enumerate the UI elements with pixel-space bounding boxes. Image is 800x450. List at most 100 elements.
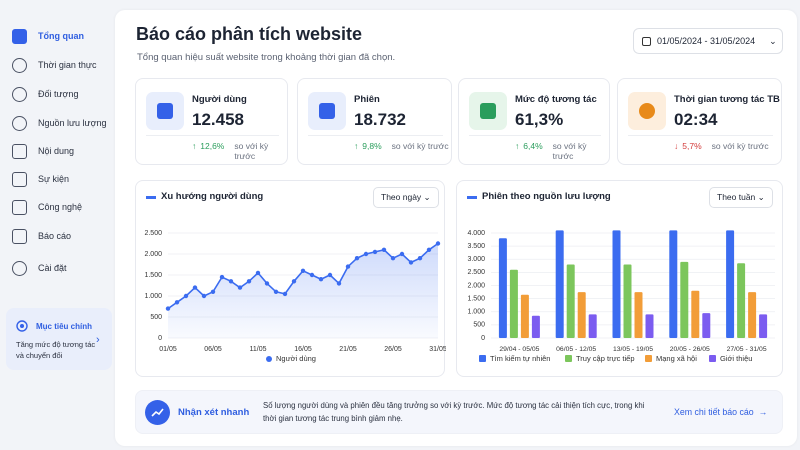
point: [390, 256, 396, 261]
kpi-change: 12,6%: [200, 141, 225, 151]
point: [435, 241, 441, 246]
nav-label: Nguồn lưu lượng: [38, 118, 107, 128]
dropdown[interactable]: Theo tuần ⌄: [709, 187, 773, 208]
y-tick-label: 0: [481, 335, 485, 342]
insight-title: Nhận xét nhanh: [178, 407, 250, 418]
line-chart-card: Xu hướng người dùng Theo ngày ⌄ 0 500 1.00…: [135, 180, 446, 377]
y-tick-label: 1.000: [144, 293, 162, 300]
title-accent: [467, 196, 477, 199]
nav-item[interactable]: Đối tượng: [12, 86, 78, 102]
bar: [645, 314, 654, 338]
bar: [623, 264, 632, 338]
insight-icon: [145, 400, 170, 425]
bar: [691, 290, 700, 338]
kpi-change-row: ↑ 9,8% so với kỳ trước: [354, 141, 449, 151]
trend-arrow: ↑: [354, 141, 359, 151]
kpi-note: so với kỳ trước: [552, 141, 587, 161]
point: [183, 293, 189, 299]
nav-icon: [12, 115, 27, 131]
insight-text: Số lượng người dùng và phiên đều tăng tr…: [263, 401, 645, 423]
point: [264, 281, 270, 286]
goal-text: Tăng mức độ tương tác và chuyển đổi: [16, 340, 96, 360]
y-tick-label: 2.500: [144, 230, 162, 237]
bar-chart: 0 500 1.000 1.500 2.000 2.500 3.000 3.500 4.000 2…: [467, 230, 775, 363]
bar: [520, 294, 529, 338]
kpi-icon: [469, 92, 507, 130]
x-tick-label: 01/05: [159, 346, 177, 353]
kpi-label: Mức độ tương tác: [515, 94, 597, 105]
y-tick-label: 1.000: [467, 309, 485, 316]
nav-label: Sự kiện: [38, 174, 70, 184]
kpi-change-row: ↓ 5,7% so với kỳ trước: [674, 141, 769, 151]
goal-card[interactable]: Mục tiêu chính Tăng mức độ tương tác và …: [6, 308, 112, 370]
page-title: Báo cáo phân tích website: [136, 24, 363, 44]
point: [372, 249, 378, 255]
bar: [726, 230, 735, 338]
kpi-change-row: ↑ 6,4% so với kỳ trước: [515, 141, 609, 161]
point: [363, 251, 369, 257]
date-picker[interactable]: 01/05/2024 - 31/05/2024 ⌄: [633, 28, 783, 54]
x-tick-label: 26/05: [384, 346, 402, 353]
nav-item[interactable]: Sự kiện: [12, 171, 69, 187]
kpi-change: 9,8%: [362, 141, 382, 151]
dropdown-label: Theo ngày: [381, 192, 422, 202]
bar: [577, 292, 586, 338]
trend-arrow: ↑: [192, 141, 197, 151]
legend-swatch: [266, 356, 272, 362]
point: [174, 300, 180, 305]
kpi-note: so với kỳ trước: [391, 141, 449, 151]
nav-item[interactable]: Nguồn lưu lượng: [12, 115, 107, 131]
point: [255, 270, 261, 276]
y-tick-label: 2.000: [144, 251, 162, 258]
y-tick-label: 1.500: [467, 295, 485, 302]
point: [381, 247, 387, 252]
nav-item[interactable]: Tổng quan: [12, 28, 84, 44]
legend-swatch: [709, 355, 716, 362]
y-tick-label: 3.000: [467, 256, 485, 263]
point: [309, 272, 315, 278]
dropdown-label: Theo tuần: [717, 192, 756, 202]
nav-label: Báo cáo: [38, 231, 72, 241]
kpi-change-row: ↑ 12,6% so với kỳ trước: [192, 141, 287, 161]
nav-icon: [12, 57, 27, 73]
goal-icon: [16, 320, 28, 332]
dropdown[interactable]: Theo ngày ⌄: [373, 187, 439, 208]
nav-icon: [12, 171, 27, 187]
bar: [531, 315, 540, 338]
divider: [469, 135, 601, 136]
bar: [759, 314, 768, 338]
nav-item[interactable]: Báo cáo: [12, 228, 71, 244]
kpi-value: 12.458: [192, 110, 244, 129]
point: [408, 260, 414, 265]
chevron: ⌄: [769, 35, 777, 46]
point: [273, 289, 279, 294]
nav-label: Nội dung: [38, 146, 75, 156]
title-accent: [146, 196, 156, 199]
main-panel: Báo cáo phân tích website Tổng quan hiệu…: [115, 10, 797, 446]
x-tick-label: 11/05: [250, 346, 267, 353]
x-tick-label: 06/05: [204, 346, 222, 353]
nav-item[interactable]: Thời gian thực: [12, 57, 96, 73]
legend-swatch: [479, 355, 486, 362]
legend-swatch: [565, 355, 572, 362]
nav-item[interactable]: Công nghệ: [12, 199, 82, 215]
trend-arrow: ↑: [515, 141, 520, 151]
nav-item[interactable]: Nội dung: [12, 143, 74, 159]
x-tick-label: 21/05: [339, 346, 357, 353]
bar: [509, 269, 518, 338]
kpi-card: Phiên 18.732 ↑ 9,8% so với kỳ trước: [297, 78, 452, 165]
y-tick-label: 2.500: [467, 269, 485, 276]
divider: [308, 135, 443, 136]
point: [291, 279, 297, 284]
point: [327, 272, 333, 278]
sidebar: Tổng quan Thời gian thực Đối tượng Nguồn…: [0, 0, 115, 450]
point: [201, 293, 207, 299]
bar: [680, 261, 689, 338]
point: [282, 291, 288, 297]
point: [426, 247, 432, 252]
nav-icon: [12, 199, 27, 215]
kpi-change: 5,7%: [682, 141, 702, 151]
insight-link[interactable]: Xem chi tiết báo cáo →: [674, 407, 768, 417]
nav-item[interactable]: Cài đặt: [12, 260, 67, 276]
y-tick-label: 0: [158, 335, 162, 342]
